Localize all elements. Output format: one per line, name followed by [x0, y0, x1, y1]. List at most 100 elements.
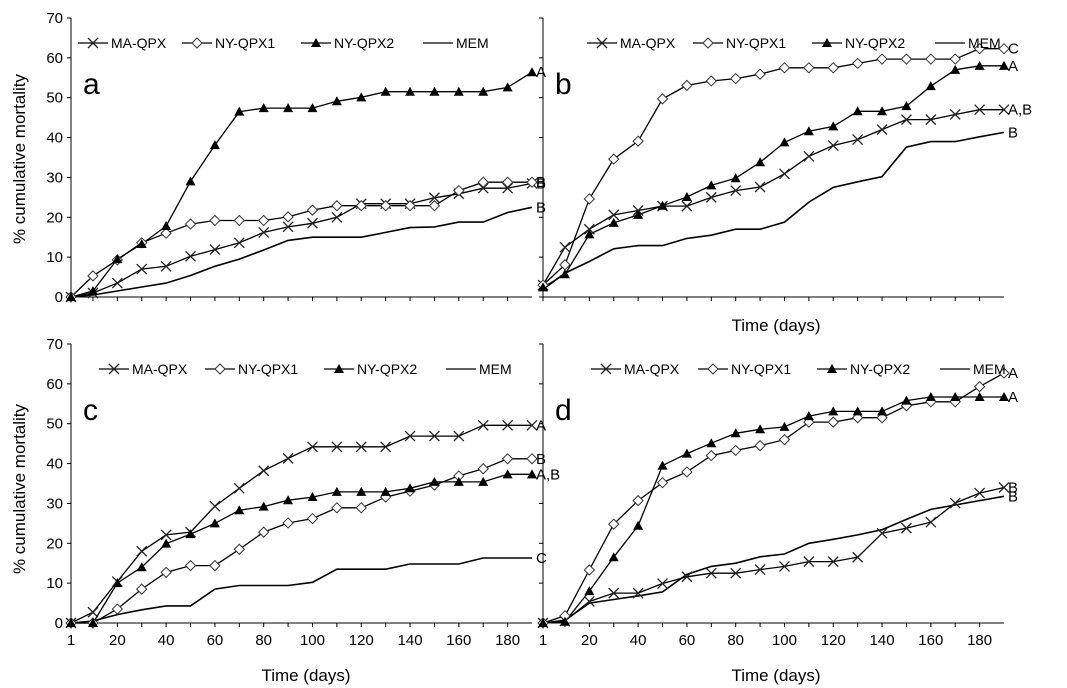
y-tick-label: 70 [46, 336, 63, 353]
y-axis-label-top: % cumulative mortality [10, 73, 29, 244]
data-point-ny-qpx1 [778, 433, 791, 446]
data-point-ny-qpx2 [405, 483, 416, 493]
significance-label: C [536, 550, 547, 567]
data-point-ma-qpx [559, 241, 571, 253]
data-point-ma-qpx [681, 200, 693, 212]
data-point-ny-qpx1 [705, 449, 718, 462]
x-tick-label: 180 [967, 632, 992, 649]
data-point-ny-qpx2 [730, 173, 741, 183]
x-tick-label: 140 [870, 632, 895, 649]
series-line-mem [542, 131, 1005, 291]
data-point-ny-qpx1 [233, 214, 246, 227]
significance-label: B [1008, 488, 1018, 505]
data-point-ma-qpx [380, 441, 392, 453]
y-tick-label: 10 [46, 249, 63, 266]
y-tick-label: 30 [46, 169, 63, 186]
data-point-ny-qpx1 [477, 463, 489, 475]
significance-label: A [536, 64, 546, 81]
y-tick-label: 70 [46, 10, 63, 27]
data-point-ny-qpx1 [111, 603, 124, 615]
data-point-ny-qpx1 [331, 502, 343, 514]
data-point-ny-qpx1 [729, 72, 742, 85]
data-point-ny-qpx2 [527, 67, 537, 77]
series-line-ny-qpx2 [71, 473, 532, 624]
data-point-ny-qpx2 [828, 406, 839, 416]
legend-label: MA-QPX [624, 361, 680, 377]
data-point-ma-qpx [160, 529, 172, 541]
data-point-ny-qpx1 [87, 270, 99, 282]
data-point-ny-qpx1 [209, 214, 221, 227]
legend-marker-ny-qpx2 [827, 364, 837, 373]
data-point-ny-qpx2 [974, 392, 985, 402]
data-point-ma-qpx [925, 516, 937, 528]
legend-marker-ma-qpx [596, 37, 608, 49]
y-tick-label: 40 [46, 130, 63, 147]
legend-label: NY-QPX2 [850, 361, 910, 377]
data-point-ny-qpx2 [478, 476, 489, 486]
data-point-ny-qpx1 [681, 79, 693, 92]
x-tick-label: 160 [446, 632, 471, 649]
data-point-ny-qpx2 [901, 101, 912, 111]
data-point-ny-qpx1 [160, 227, 172, 239]
data-point-ny-qpx2 [136, 562, 147, 572]
series-line-ny-qpx1 [542, 372, 1005, 624]
data-point-ny-qpx2 [112, 254, 123, 264]
data-point-ny-qpx1 [949, 53, 961, 65]
y-tick-label: 60 [46, 376, 63, 393]
data-point-ny-qpx1 [973, 42, 986, 55]
legend-label: MA-QPX [620, 35, 676, 51]
data-point-ny-qpx2 [331, 96, 342, 106]
data-point-ny-qpx1 [306, 204, 319, 216]
data-point-ny-qpx2 [87, 618, 98, 627]
y-tick-label: 0 [55, 615, 63, 632]
significance-label: A [1008, 58, 1018, 75]
data-point-ny-qpx1 [526, 176, 538, 188]
data-point-ma-qpx [502, 419, 514, 431]
series-line-mem [70, 557, 532, 624]
data-point-ny-qpx2 [779, 137, 790, 147]
panel-letter: a [83, 68, 100, 101]
data-point-ny-qpx1 [355, 502, 367, 514]
data-point-ma-qpx [852, 134, 864, 146]
data-point-ny-qpx1 [900, 53, 913, 65]
data-point-ny-qpx1 [608, 518, 620, 530]
data-point-ny-qpx2 [608, 217, 619, 227]
data-point-ma-qpx [111, 277, 123, 289]
data-point-ny-qpx1 [876, 53, 888, 65]
data-point-ma-qpx [209, 500, 221, 512]
data-point-ny-qpx2 [356, 486, 367, 496]
panel-letter: d [555, 394, 572, 427]
data-point-ny-qpx1 [608, 153, 620, 165]
y-tick-label: 10 [46, 575, 63, 592]
legend-marker-ny-qpx1 [702, 37, 714, 49]
legend-label: MEM [456, 35, 489, 51]
legend-label: MEM [968, 35, 1001, 51]
legend-label: NY-QPX1 [726, 35, 786, 51]
data-point-ma-qpx [608, 587, 620, 599]
panel-letter: b [555, 68, 572, 101]
data-point-ny-qpx2 [730, 428, 741, 438]
data-point-ny-qpx2 [405, 86, 416, 96]
x-axis-label-d: Time (days) [731, 666, 820, 685]
data-point-ny-qpx2 [901, 395, 912, 405]
data-point-ma-qpx [925, 114, 937, 126]
data-point-ny-qpx2 [559, 269, 570, 279]
data-point-ma-qpx [583, 596, 595, 607]
data-point-ma-qpx [730, 185, 742, 197]
data-point-ma-qpx [705, 567, 717, 579]
data-point-ny-qpx1 [827, 62, 839, 74]
data-point-ma-qpx [998, 482, 1010, 493]
data-point-ma-qpx [705, 191, 717, 203]
data-point-ny-qpx2 [453, 476, 464, 486]
data-point-ma-qpx [998, 104, 1010, 116]
data-point-ma-qpx [233, 482, 245, 494]
data-point-ny-qpx2 [608, 552, 619, 562]
data-point-ma-qpx [974, 104, 986, 116]
x-tick-label: 1 [539, 632, 547, 649]
data-point-ma-qpx [900, 114, 912, 126]
legend-marker-ny-qpx2 [822, 38, 832, 47]
x-tick-label: 40 [630, 632, 647, 649]
data-point-ma-qpx [876, 124, 888, 136]
